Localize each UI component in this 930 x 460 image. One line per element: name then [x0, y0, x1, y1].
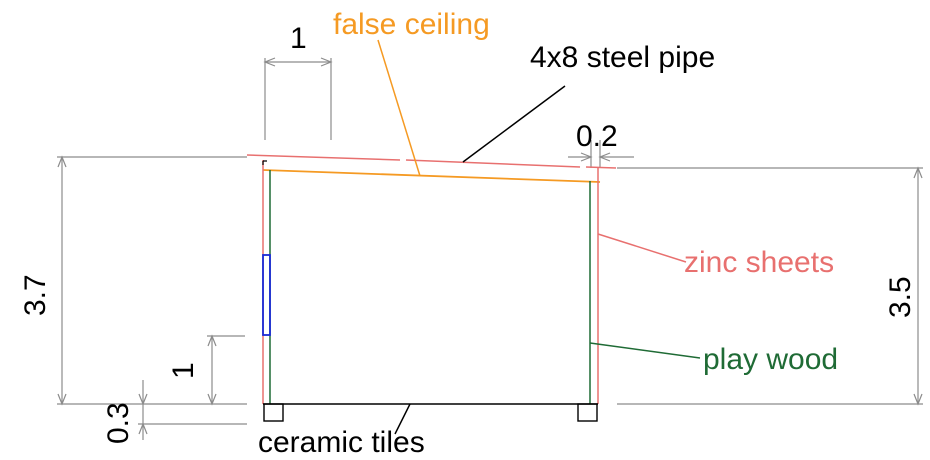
dimension-left-height-label: 3.7 — [19, 274, 52, 316]
zinc-sheets-leader — [597, 233, 687, 263]
dimension-top — [263, 57, 333, 140]
right-tile-block — [577, 403, 598, 422]
dimension-base-label: 0.3 — [102, 402, 135, 444]
steel-pipe-label: 4x8 steel pipe — [530, 41, 715, 74]
zinc-sheets-label: zinc sheets — [684, 246, 834, 279]
window — [262, 254, 271, 336]
dimension-right-gap-label: 0.2 — [576, 120, 618, 153]
play-wood-label: play wood — [703, 343, 838, 376]
dimension-top-label: 1 — [290, 22, 307, 55]
ceramic-tiles-leader — [394, 403, 411, 435]
false-ceiling-leader — [377, 39, 421, 177]
dimension-window-sill — [207, 334, 245, 406]
false-ceiling-label: false ceiling — [333, 8, 490, 41]
dimension-right-height — [617, 166, 923, 406]
dimension-window-sill-label: 1 — [167, 362, 200, 379]
play-wood-leader — [589, 342, 701, 359]
dimension-right-gap — [568, 140, 634, 168]
false-ceiling-line — [262, 169, 601, 183]
steel-pipe-leader — [462, 85, 566, 163]
dimension-left-height — [57, 155, 247, 406]
left-wall-top-marker — [262, 160, 267, 165]
dimension-right-height-label: 3.5 — [884, 276, 917, 318]
left-tile-block — [263, 403, 284, 422]
roof-line — [246, 154, 617, 169]
ceramic-tiles-label: ceramic tiles — [258, 426, 425, 459]
dimension-base — [138, 380, 247, 440]
